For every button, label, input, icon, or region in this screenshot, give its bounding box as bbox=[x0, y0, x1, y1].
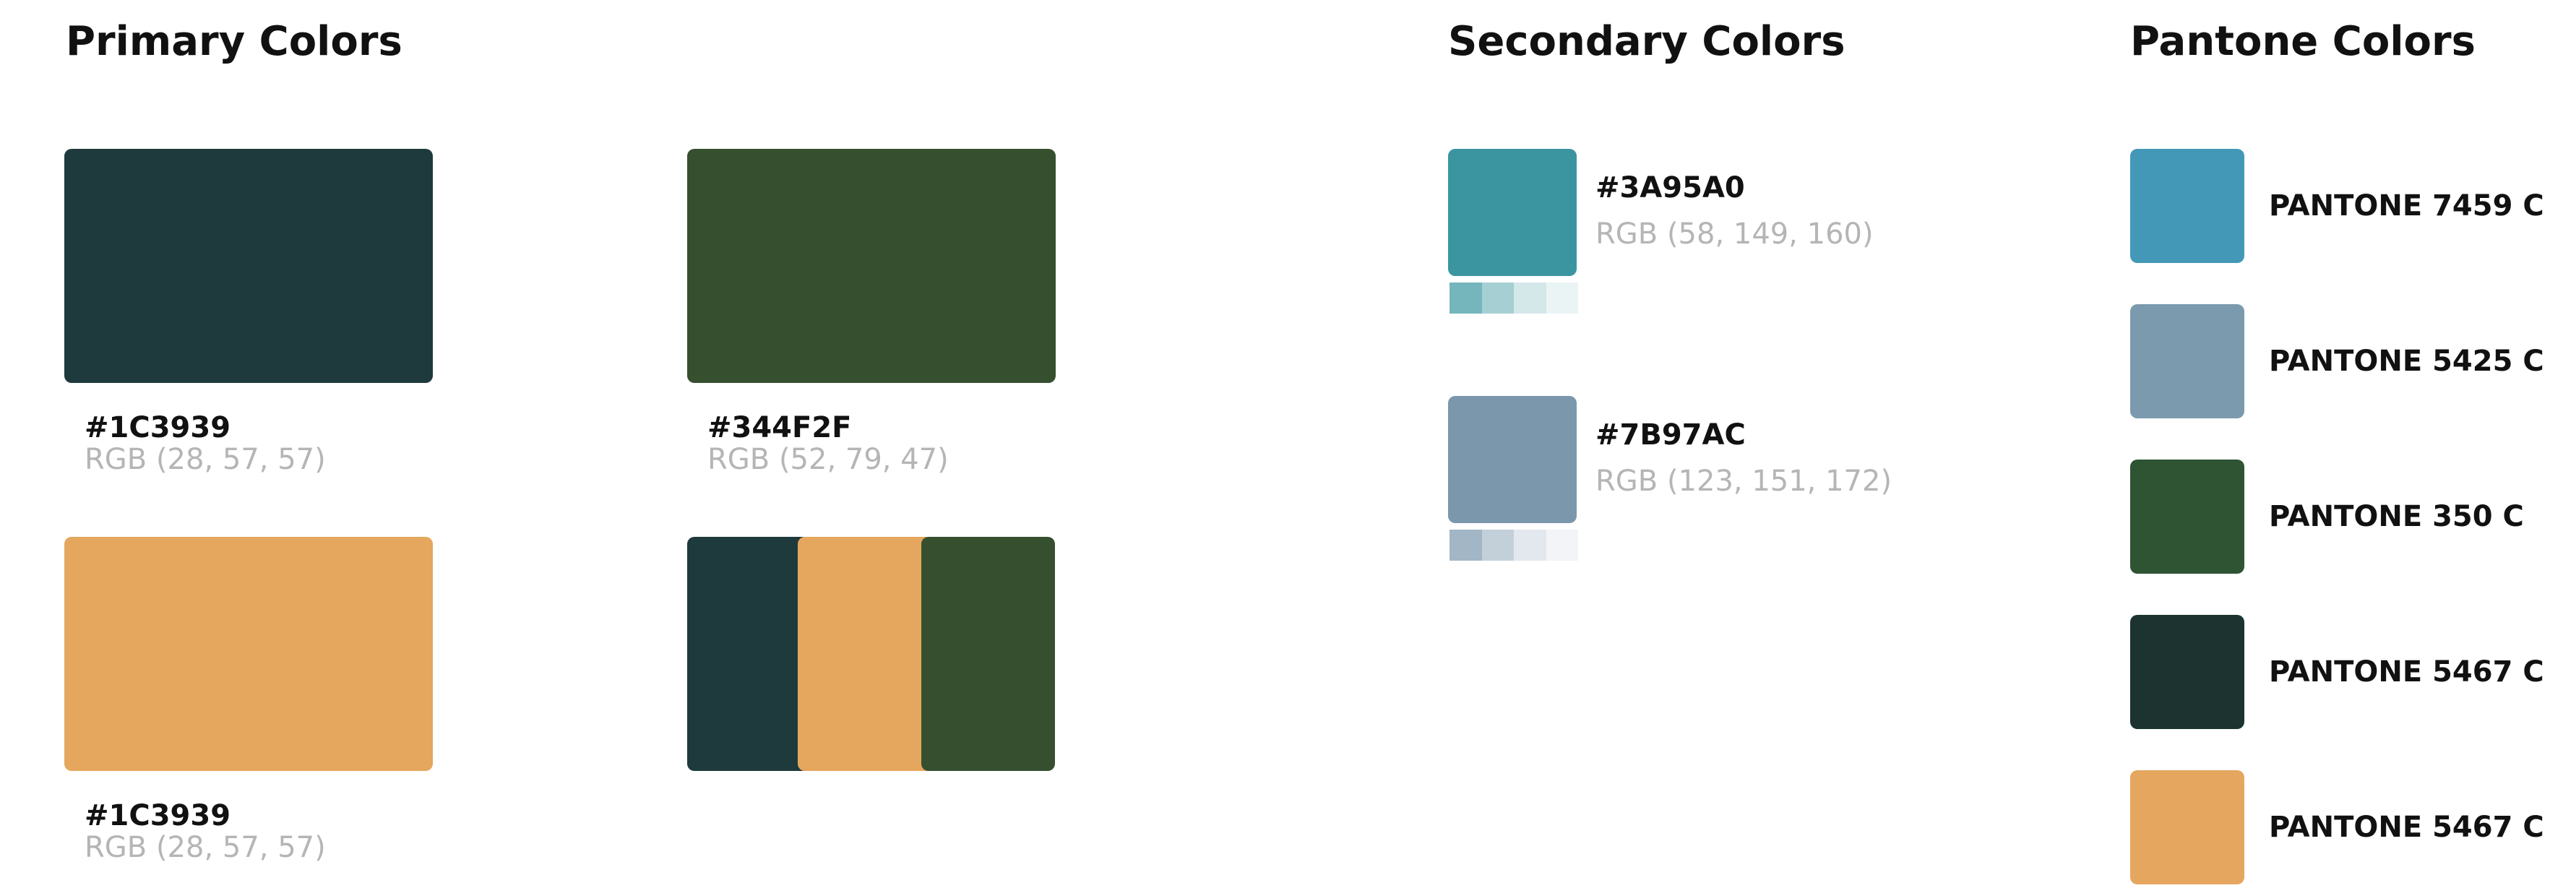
tint bbox=[1546, 530, 1578, 561]
section-title: Primary Colors bbox=[66, 18, 402, 65]
pantone-label: PANTONE 7459 C bbox=[2269, 189, 2544, 223]
hex-label: #1C3939 bbox=[85, 411, 231, 444]
rgb-label: RGB (28, 57, 57) bbox=[85, 831, 326, 864]
swatch bbox=[64, 149, 433, 383]
hex-label: #3A95A0 bbox=[1595, 171, 1745, 204]
swatch bbox=[2130, 615, 2244, 729]
rgb-label: RGB (58, 149, 160) bbox=[1595, 217, 1874, 251]
combo-swatch bbox=[798, 537, 934, 771]
combo-swatch bbox=[687, 537, 810, 771]
swatch bbox=[687, 149, 1056, 383]
tint bbox=[1449, 530, 1482, 561]
hex-label: #344F2F bbox=[707, 411, 852, 444]
swatch bbox=[1448, 149, 1577, 276]
tint bbox=[1514, 530, 1546, 561]
rgb-label: RGB (52, 79, 47) bbox=[707, 443, 949, 476]
pantone-label: PANTONE 5467 C bbox=[2269, 655, 2544, 689]
swatch bbox=[2130, 770, 2244, 884]
rgb-label: RGB (28, 57, 57) bbox=[85, 443, 326, 476]
swatch bbox=[2130, 460, 2244, 574]
swatch bbox=[1448, 396, 1577, 523]
tint bbox=[1546, 283, 1578, 314]
tint bbox=[1481, 530, 1514, 561]
hex-label: #1C3939 bbox=[85, 799, 231, 832]
tint bbox=[1481, 283, 1514, 314]
swatch bbox=[64, 537, 433, 771]
rgb-label: RGB (123, 151, 172) bbox=[1595, 465, 1892, 498]
pantone-label: PANTONE 5467 C bbox=[2269, 811, 2544, 844]
swatch bbox=[2130, 304, 2244, 418]
pantone-label: PANTONE 5425 C bbox=[2269, 345, 2544, 378]
pantone-label: PANTONE 350 C bbox=[2269, 500, 2524, 533]
combo-swatch bbox=[921, 537, 1055, 771]
hex-label: #7B97AC bbox=[1595, 418, 1746, 452]
section-title: Pantone Colors bbox=[2130, 18, 2476, 65]
swatch bbox=[2130, 149, 2244, 263]
tint bbox=[1449, 283, 1482, 314]
section-title: Secondary Colors bbox=[1448, 18, 1845, 65]
tint bbox=[1514, 283, 1546, 314]
